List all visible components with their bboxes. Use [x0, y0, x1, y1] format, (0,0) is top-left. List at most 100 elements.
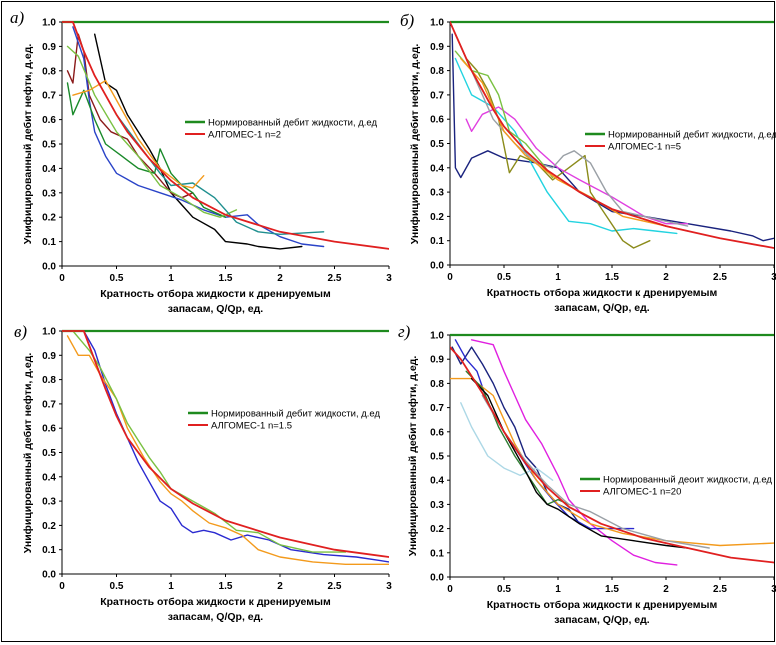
chart-panel-4: 0.0 0.1 0.2 0.3 0.4 0.5 0.6 0.7 0.8 0.9 1.0 0 0.5 1 1.… — [398, 322, 776, 626]
x-tick-label: 0.5 — [110, 581, 124, 592]
series-line-3 — [454, 57, 678, 235]
y-tick-label: 0.4 — [430, 163, 444, 174]
x-tick-label: 0 — [447, 272, 453, 283]
series-line-6 — [66, 45, 238, 218]
series-line-6 — [460, 45, 689, 227]
x-tick-label: 0.5 — [110, 273, 124, 284]
legend-entry: АЛГОМЕС-1 n=1.5 — [211, 421, 292, 432]
x-tick-label: 1 — [168, 581, 174, 592]
x-tick-label: 2.5 — [713, 584, 727, 595]
y-tick-label: 0.7 — [42, 399, 56, 410]
y-tick-label: 0.8 — [430, 66, 444, 77]
y-tick-label: 0.5 — [42, 140, 56, 151]
x-tick-label: 1.5 — [605, 272, 619, 283]
series-line-9 — [450, 21, 774, 249]
x-tick-label: 0.5 — [497, 584, 511, 595]
chart-panel-3: 0.0 0.1 0.2 0.3 0.4 0.5 0.6 0.7 0.8 0.9 1.0 0 0.5 1 1.… — [14, 322, 392, 623]
x-tick-label: 1 — [555, 584, 561, 595]
y-tick-label: 0.0 — [430, 573, 444, 584]
y-tick-label: 0.5 — [430, 452, 444, 463]
y-tick-label: 0.9 — [42, 351, 56, 362]
y-tick-label: 0.6 — [42, 424, 56, 435]
panel-label: г) — [398, 322, 411, 341]
series-line-4 — [454, 33, 651, 249]
y-tick-label: 0.0 — [42, 262, 56, 273]
x-tick-label: 3 — [771, 584, 776, 595]
x-axis-label: запасам, Q/Qр, ед. — [554, 614, 650, 626]
x-tick-label: 1.5 — [605, 584, 619, 595]
series-group — [62, 20, 389, 250]
y-tick-label: 0.3 — [42, 188, 56, 199]
series-line-5 — [62, 330, 389, 558]
legend: Нормированный деоит жидкости, д.едАЛГОМЕ… — [580, 475, 772, 498]
legend-entry: Нормированный дебит жидкости, д.ед — [211, 409, 380, 420]
y-tick-label: 0.6 — [42, 115, 56, 126]
legend: Нормированный дебит жидкости, д.едАЛГОМЕ… — [185, 118, 377, 141]
y-tick-label: 0.9 — [42, 42, 56, 53]
y-tick-label: 0.1 — [42, 545, 56, 556]
series-line-6 — [460, 402, 554, 481]
x-tick-label: 3 — [386, 581, 392, 592]
x-tick-label: 3 — [771, 272, 776, 283]
y-tick-label: 0.2 — [430, 524, 444, 535]
y-tick-label: 0.3 — [430, 500, 444, 511]
x-tick-label: 2 — [277, 273, 283, 284]
y-tick-label: 0.2 — [42, 213, 56, 224]
x-axis-label: запасам, Q/Qр, ед. — [168, 303, 264, 315]
panel-label: б) — [400, 11, 415, 30]
y-tick-label: 0.5 — [42, 448, 56, 459]
y-tick-label: 0.4 — [42, 164, 56, 175]
series-line-2 — [83, 330, 389, 563]
x-tick-label: 0 — [59, 273, 65, 284]
x-axis-label: запасам, Q/Qр, ед. — [168, 611, 264, 623]
y-axis-label: Унифицированный дебит нефти, д.ед. — [22, 353, 34, 554]
y-tick-label: 0.8 — [42, 375, 56, 386]
y-tick-label: 0.1 — [430, 236, 444, 247]
y-tick-label: 0.5 — [430, 139, 444, 150]
legend-entry: АЛГОМЕС-1 n=5 — [608, 142, 681, 153]
series-group — [450, 333, 774, 566]
legend-entry: АЛГОМЕС-1 n=20 — [603, 487, 681, 498]
y-tick-label: 1.0 — [42, 18, 56, 29]
y-tick-label: 0.3 — [430, 188, 444, 199]
x-tick-label: 2.5 — [328, 273, 342, 284]
chart-panel-1: 0.0 0.1 0.2 0.3 0.4 0.5 0.6 0.7 0.8 0.9 1.0 0 0.5 1 1.… — [10, 8, 392, 315]
y-tick-label: 0.2 — [430, 212, 444, 223]
y-tick-label: 0.0 — [42, 570, 56, 581]
x-axis-label: Кратность отбора жидкости к дренируемым — [100, 288, 331, 300]
y-axis-label: Унифицированный дебит нефти, д.ед. — [409, 44, 421, 245]
series-line-4 — [72, 26, 325, 248]
series-line-7 — [454, 50, 554, 179]
x-tick-label: 1.5 — [219, 273, 233, 284]
y-tick-label: 0.9 — [430, 42, 444, 53]
x-axis-label: Кратность отбора жидкости к дренируемым — [487, 599, 718, 611]
y-tick-label: 1.0 — [42, 327, 56, 338]
x-tick-label: 2.5 — [328, 581, 342, 592]
series-line-4 — [454, 339, 635, 530]
x-tick-label: 1.5 — [219, 581, 233, 592]
series-group — [450, 20, 774, 249]
y-tick-label: 0.4 — [42, 472, 56, 483]
y-tick-label: 0.1 — [42, 237, 56, 248]
x-tick-label: 2 — [663, 272, 669, 283]
series-line-4 — [72, 330, 347, 553]
legend-entry: Нормированный дебит жидкости, д.ед — [608, 130, 776, 141]
legend: Нормированный дебит жидкости, д.едАЛГОМЕ… — [585, 130, 776, 153]
panel-label: в) — [14, 322, 27, 341]
x-axis-label: Кратность отбора жидкости к дренируемым — [100, 596, 331, 608]
y-tick-label: 1.0 — [430, 18, 444, 29]
x-tick-label: 2 — [663, 584, 669, 595]
x-tick-label: 1 — [555, 272, 561, 283]
chart-panel-2: 0.0 0.1 0.2 0.3 0.4 0.5 0.6 0.7 0.8 0.9 1.0 0 0.5 1 1.… — [400, 11, 776, 314]
series-line-2 — [470, 339, 678, 566]
series-line-10 — [450, 346, 774, 564]
x-tick-label: 2.5 — [713, 272, 727, 283]
y-axis-label: Унифицированный дебит нефти, д.ед. — [407, 356, 419, 557]
y-tick-label: 0.3 — [42, 497, 56, 508]
series-line-8 — [72, 79, 205, 189]
y-tick-label: 0.6 — [430, 427, 444, 438]
legend-entry: АЛГОМЕС-1 n=2 — [208, 130, 281, 141]
x-tick-label: 0 — [59, 581, 65, 592]
x-tick-label: 0.5 — [497, 272, 511, 283]
